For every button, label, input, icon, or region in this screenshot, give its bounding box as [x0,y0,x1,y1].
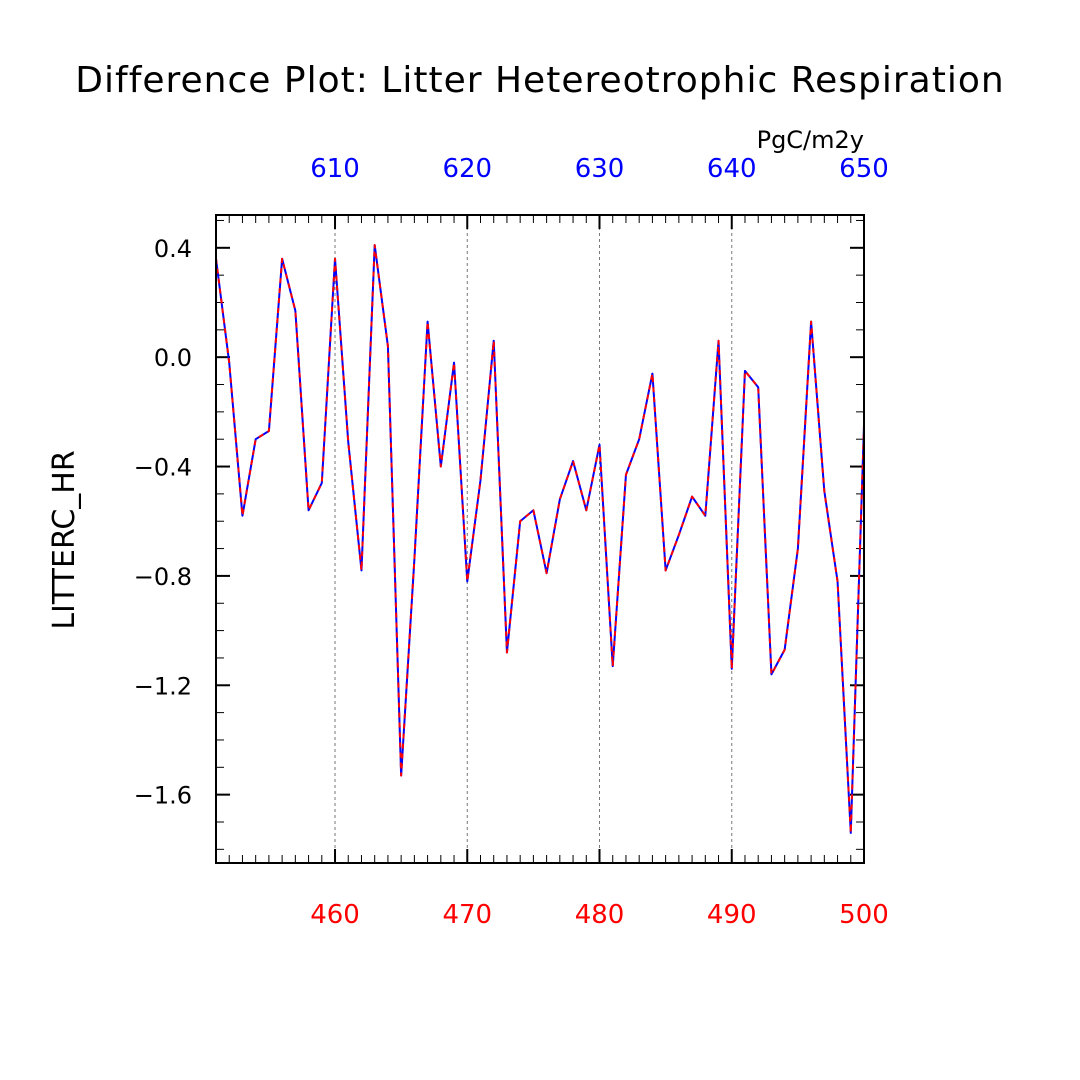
chart-title: Difference Plot: Litter Hetereotrophic R… [75,60,1004,101]
top-x-tick-label: 610 [310,154,360,184]
plot-frame [215,214,865,864]
y-tick-label: −1.2 [134,672,192,700]
y-tick-label: −0.4 [134,454,192,482]
top-x-tick-label: 620 [442,154,492,184]
top-x-tick-label: 640 [707,154,757,184]
x-tick-label: 460 [310,900,360,930]
tick-labels: 460 470 480 490 500 610 620 630 640 650 0.4 0.0 −0.4… [134,154,889,930]
series-layer [215,244,865,834]
y-tick-label: 0.0 [154,344,192,372]
x-tick-label: 470 [442,900,492,930]
y-tick-label: 0.4 [154,235,192,263]
top-x-tick-label: 650 [839,154,889,184]
x-tick-label: 490 [707,900,757,930]
gridlines [334,215,733,863]
x-tick-label: 500 [839,900,889,930]
y-tick-label: −0.8 [134,563,192,591]
y-axis-label: LITTERC_HR [47,450,82,629]
series-line-2 [215,244,865,834]
top-x-tick-label: 630 [575,154,625,184]
series-line-1 [215,244,865,834]
units-label: PgC/m2y [757,126,864,154]
y-tick-label: −1.6 [134,782,192,810]
x-tick-label: 480 [575,900,625,930]
